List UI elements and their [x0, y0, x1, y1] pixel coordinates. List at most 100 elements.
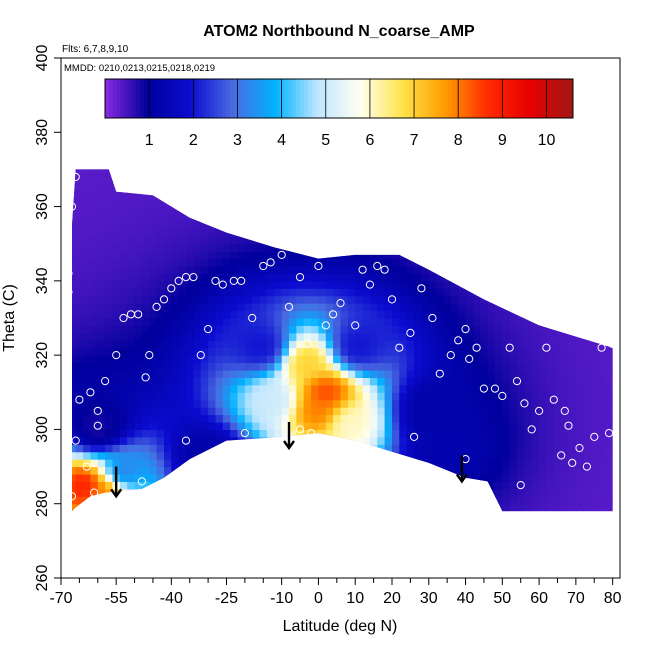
field-cell — [568, 392, 577, 401]
field-cell — [575, 362, 584, 371]
data-point — [498, 391, 507, 401]
colorbar-segment — [296, 79, 301, 118]
field-cell — [134, 236, 143, 245]
field-cell — [495, 310, 503, 319]
field-cell — [75, 214, 84, 222]
field-cell — [539, 228, 548, 237]
field-cell — [61, 340, 69, 348]
field-cell — [230, 258, 239, 267]
field-cell — [399, 169, 408, 170]
field-cell — [230, 422, 239, 430]
field-cell — [436, 429, 445, 438]
field-cell — [450, 169, 459, 170]
colorbar-segment — [553, 79, 558, 118]
field-cell — [583, 206, 592, 215]
data-point — [568, 458, 577, 467]
field-cell — [75, 488, 84, 497]
field-cell — [421, 266, 430, 274]
field-cell — [575, 236, 584, 245]
field-cell — [296, 280, 305, 289]
field-cell — [362, 318, 371, 326]
field-cell — [347, 251, 356, 260]
field-cell — [200, 496, 209, 505]
field-cell — [97, 481, 106, 490]
field-cell — [561, 325, 570, 334]
field-cell — [502, 325, 511, 334]
field-cell — [97, 243, 106, 252]
field-cell — [296, 251, 305, 260]
field-cell — [325, 169, 334, 170]
field-cell — [414, 325, 423, 334]
field-cell — [127, 407, 136, 416]
field-cell — [61, 407, 69, 415]
colorbar-segment — [175, 79, 180, 118]
field-cell — [495, 169, 503, 178]
field-cell — [134, 288, 143, 297]
field-cell — [200, 488, 209, 497]
field-cell — [377, 444, 386, 453]
field-cell — [193, 303, 202, 312]
field-cell — [546, 451, 555, 460]
field-cell — [281, 273, 290, 282]
field-cell — [112, 399, 121, 408]
field-cell — [355, 236, 364, 245]
field-cell — [355, 228, 364, 237]
field-cell — [90, 273, 99, 282]
field-cell — [134, 436, 143, 445]
field-cell — [414, 355, 423, 364]
field-cell — [274, 169, 283, 170]
field-cell — [237, 169, 246, 178]
field-cell — [244, 243, 253, 252]
field-cell — [178, 355, 187, 364]
field-cell — [347, 273, 356, 282]
field-cell — [399, 362, 408, 371]
field-cell — [274, 474, 283, 482]
field-cell — [450, 169, 459, 178]
field-cell — [311, 362, 320, 371]
field-cell — [266, 251, 275, 260]
field-cell — [546, 243, 555, 252]
field-cell — [156, 199, 165, 208]
field-cell — [436, 310, 445, 319]
field-cell — [215, 176, 224, 185]
field-cell — [222, 370, 231, 378]
field-cell — [347, 332, 356, 341]
field-cell — [193, 481, 202, 490]
field-cell — [561, 191, 570, 200]
colorbar-segment — [124, 79, 129, 118]
field-cell — [458, 214, 467, 222]
field-cell — [61, 481, 69, 489]
field-cell — [215, 370, 224, 378]
field-cell — [576, 511, 584, 519]
y-tick-label: 360 — [34, 193, 51, 220]
field-cell — [340, 488, 349, 497]
field-cell — [83, 228, 92, 237]
field-cell — [539, 392, 548, 401]
field-cell — [414, 295, 423, 304]
field-cell — [105, 466, 114, 475]
field-cell — [90, 236, 99, 245]
field-cell — [244, 444, 253, 453]
field-cell — [303, 407, 312, 416]
field-cell — [355, 288, 364, 297]
field-cell — [546, 459, 555, 468]
field-cell — [149, 221, 158, 230]
field-cell — [259, 184, 268, 193]
field-cell — [613, 177, 621, 185]
field-cell — [384, 377, 393, 386]
field-cell — [141, 243, 150, 252]
field-cell — [369, 422, 378, 430]
field-cell — [252, 429, 261, 438]
field-cell — [318, 169, 327, 170]
field-cell — [289, 236, 297, 245]
field-cell — [325, 169, 334, 178]
field-cell — [134, 466, 143, 475]
field-cell — [480, 399, 489, 408]
field-cell — [178, 384, 187, 393]
field-cell — [97, 451, 106, 460]
field-cell — [333, 496, 342, 505]
field-cell — [112, 176, 121, 185]
field-cell — [178, 362, 187, 371]
field-cell — [266, 370, 275, 378]
field-cell — [112, 221, 121, 230]
